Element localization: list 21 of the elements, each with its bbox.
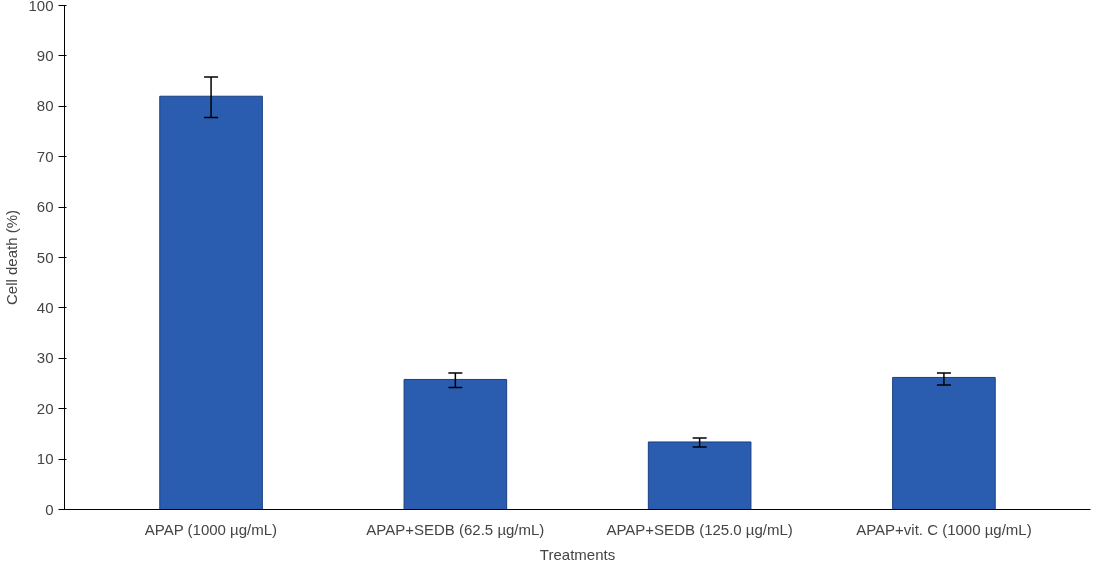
y-tick-label: 90 — [36, 46, 54, 64]
y-tick-label: 20 — [36, 399, 54, 417]
x-tick-label: APAP+SEDB (125.0 µg/mL) — [606, 520, 793, 538]
bar — [647, 441, 752, 510]
y-tick-label: 100 — [28, 0, 54, 14]
y-tick-label: 60 — [36, 198, 54, 216]
y-tick-label: 80 — [36, 97, 54, 115]
x-axis-title: Treatments — [539, 545, 616, 563]
bar — [159, 95, 263, 510]
y-tick-label: 10 — [36, 450, 54, 468]
x-tick-label: APAP (1000 µg/mL) — [144, 520, 278, 538]
y-tick-label: 70 — [36, 147, 54, 165]
x-tick-label: APAP+SEDB (62.5 µg/mL) — [366, 520, 545, 538]
y-tick-label: 0 — [45, 500, 54, 518]
y-tick-label: 50 — [36, 248, 54, 266]
bar — [403, 378, 508, 510]
bar — [892, 376, 996, 510]
y-tick-label: 30 — [36, 349, 54, 367]
y-axis-title: Cell death (%) — [3, 209, 21, 306]
y-tick-label: 40 — [36, 298, 54, 316]
x-tick-label: APAP+vit. C (1000 µg/mL) — [856, 520, 1032, 538]
